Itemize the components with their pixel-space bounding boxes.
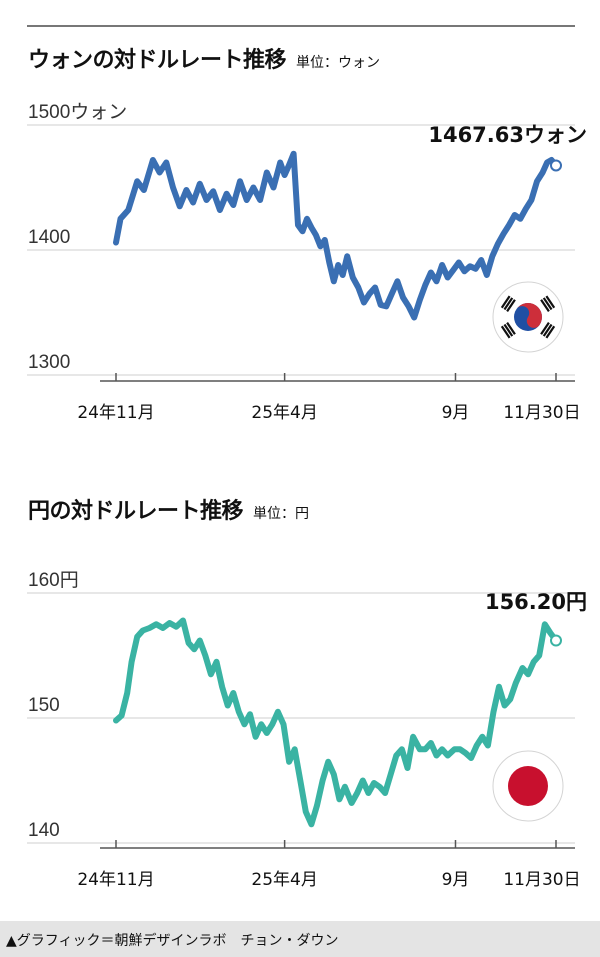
footer-bar: ▲グラフィック＝朝鮮デザインラボ チョン・ダウン (0, 921, 600, 957)
trigram-bar (545, 295, 556, 309)
x-tick-label: 9月 (442, 870, 470, 890)
trigram-bar (503, 297, 514, 311)
x-tick-label: 25年4月 (251, 403, 317, 423)
chart-title-jpy: 円の対ドルレート推移 単位：円 (28, 499, 310, 524)
x-tick-label: 24年11月 (77, 403, 154, 423)
chart-title-krw: ウォンの対ドルレート推移 単位：ウォン (28, 48, 381, 73)
last-value-label: 156.20円 (485, 590, 587, 614)
x-tick-label: 25年4月 (251, 870, 317, 890)
trigram-top-left (500, 295, 516, 312)
trigram-top-right (540, 295, 556, 312)
y-tick-label: 1300 (28, 352, 70, 373)
jpy-usd-chart: 140 150 160円 24年11月 25年4月 9月 11月30日 156.20円 (27, 570, 587, 890)
y-tick-label: 160円 (28, 570, 79, 591)
trigram-bottom-right (540, 322, 556, 339)
series-line (113, 150, 559, 321)
top-rule (27, 25, 575, 27)
trigram-bar (540, 322, 550, 335)
taegeuk-red (516, 303, 542, 328)
y-tick-label: 150 (28, 695, 60, 716)
trigram-bar (545, 325, 556, 339)
x-tick-label: 11月30日 (503, 870, 580, 890)
trigram-bar (500, 295, 511, 309)
endpoint-marker (550, 159, 562, 172)
last-value-label: 1467.63ウォン (428, 123, 587, 147)
trigram-bar (542, 323, 553, 337)
trigram-bar (506, 299, 516, 312)
trigram-bar (506, 322, 516, 335)
x-tick-label: 9月 (442, 403, 470, 423)
krw-usd-chart: 1300 1400 1500ウォン 24年11月 25年4月 9月 11月30日 1467.6… (27, 102, 587, 423)
y-tick-label: 140 (28, 820, 60, 841)
trigram-bottom-left (500, 322, 516, 339)
series-line (113, 617, 559, 828)
unit-label-jpy: 単位：円 (253, 506, 310, 522)
trigram-bar (503, 323, 514, 337)
hinomaru-disc (508, 766, 548, 806)
unit-label-krw: 単位：ウォン (296, 55, 381, 71)
y-tick-label: 1400 (28, 227, 70, 248)
trigram-bar (540, 299, 550, 312)
trigram-bar (500, 325, 511, 339)
trigram-bar (542, 297, 553, 311)
endpoint-marker (550, 634, 562, 647)
x-tick-label: 11月30日 (503, 403, 580, 423)
graphic-credit: ▲グラフィック＝朝鮮デザインラボ チョン・ダウン (6, 933, 339, 949)
y-tick-label: 1500ウォン (28, 102, 127, 123)
x-tick-label: 24年11月 (77, 870, 154, 890)
